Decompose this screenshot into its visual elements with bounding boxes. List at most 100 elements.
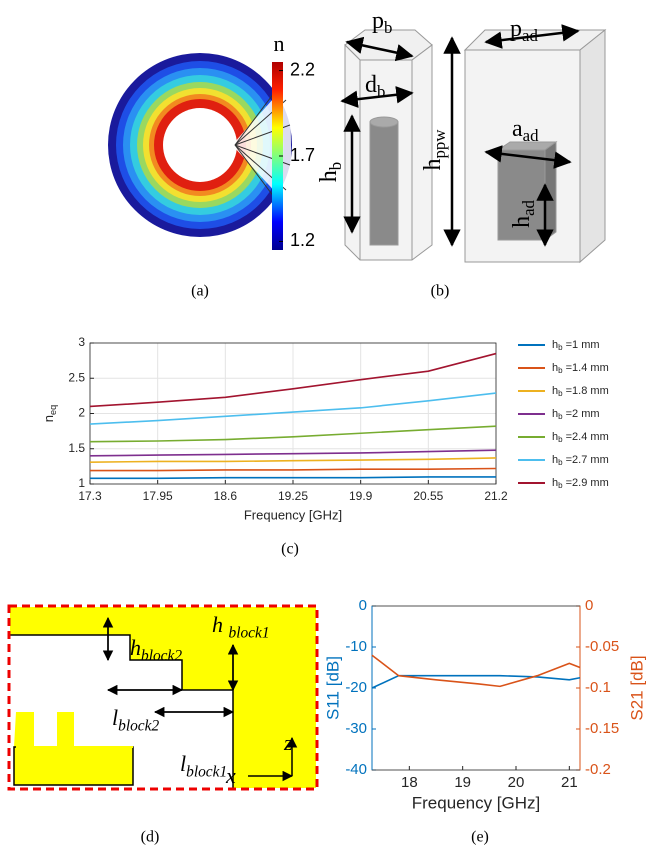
y-tick-label: 2.5 — [68, 370, 85, 384]
y-tick-label: -30 — [345, 720, 367, 737]
dimension-label-sub: ppw — [430, 129, 449, 159]
y-tick-label: 3 — [78, 335, 85, 349]
y-tick-label: 0 — [359, 597, 367, 614]
colorbar-tick-label: 1.2 — [290, 230, 315, 250]
series-line — [371, 654, 581, 688]
legend-label: hb =1.8 mm — [552, 385, 609, 398]
dimension-label: h block1 — [212, 612, 270, 641]
lens-ring — [108, 53, 292, 237]
dimension-label: had — [509, 199, 539, 227]
legend-label: hb =1 mm — [552, 339, 600, 352]
y2-axis-label: S21 [dB] — [627, 655, 646, 720]
dimension-label: lblock2 — [112, 705, 159, 734]
dimension-label-sub: ad — [522, 26, 538, 45]
y-tick-label: 1 — [78, 476, 85, 490]
colorbar-tick-label: 1.7 — [290, 145, 315, 165]
legend-label: hb =2.9 mm — [552, 477, 609, 490]
caption: (d) — [141, 829, 160, 846]
legend-label: hb =2.7 mm — [552, 454, 609, 467]
y-tick-label: -10 — [345, 638, 367, 655]
dimension-label: z — [283, 730, 293, 755]
legend-label: hb =1.4 mm — [552, 362, 609, 375]
dimension-label-sub: block2 — [141, 647, 182, 664]
series-line — [89, 425, 497, 443]
colorbar — [272, 62, 283, 250]
y-tick-label: -40 — [345, 761, 367, 778]
legend-label: hb =2.4 mm — [552, 431, 609, 444]
unit-cells — [344, 28, 607, 264]
dimension-label-main: z — [283, 730, 293, 755]
caption: (c) — [281, 541, 299, 558]
x-tick-label: 20.55 — [413, 489, 443, 503]
dimension-label-main: x — [225, 763, 236, 788]
x-tick-label: 19.25 — [278, 489, 308, 503]
y-axis-label-sub: eq — [48, 405, 58, 415]
x-tick-label: 19 — [454, 774, 471, 791]
dimension-label-sub: ad — [523, 126, 539, 145]
x-tick-label: 21.2 — [484, 489, 508, 503]
series-line — [89, 352, 497, 408]
x-tick-label: 18 — [401, 774, 418, 791]
dimension-label: hppw — [420, 129, 450, 171]
dimension-label-sub: block2 — [118, 717, 159, 734]
x-tick-label: 17.3 — [78, 489, 102, 503]
plot-frame — [89, 342, 497, 485]
y-tick-label: 2 — [78, 406, 85, 420]
dimension-label-main: d — [365, 72, 377, 98]
caption: (b) — [431, 283, 450, 300]
plot-frame — [371, 605, 581, 771]
colorbar-tick-label: 2.2 — [290, 59, 315, 79]
y2-tick-label: -0.15 — [585, 720, 619, 737]
y-axis-label-main: n — [41, 415, 56, 422]
y2-tick-label: -0.2 — [585, 761, 611, 778]
x-tick-label: 21 — [561, 774, 578, 791]
colorbar-label: n — [274, 31, 285, 56]
legend-label: hb =2 mm — [552, 408, 600, 421]
caption: (e) — [471, 829, 489, 846]
dimension-label-main: a — [512, 116, 523, 142]
y-tick-label: -20 — [345, 679, 367, 696]
dimension-label-main: h — [130, 635, 141, 660]
caption: (a) — [191, 283, 209, 300]
series-line — [89, 449, 497, 457]
dimension-label: aad — [512, 116, 539, 146]
series-line — [90, 476, 496, 480]
y2-tick-label: 0 — [585, 597, 593, 614]
dimension-arrows — [340, 24, 580, 247]
y2-tick-label: -0.05 — [585, 638, 619, 655]
dimension-label-main: h — [420, 158, 446, 170]
dimension-label: x — [225, 763, 236, 788]
dimension-label-main: h — [212, 612, 229, 637]
dimension-label-sub: b — [384, 18, 392, 37]
x-axis-label: Frequency [GHz] — [412, 793, 541, 812]
y-axis-label: S11 [dB] — [323, 656, 342, 720]
dimension-label-sub: b — [377, 82, 385, 101]
dimension-label-sub: block1 — [229, 624, 270, 641]
x-tick-label: 17.95 — [143, 489, 173, 503]
dimension-label-main: p — [510, 16, 522, 42]
x-tick-label: 18.6 — [214, 489, 238, 503]
dimension-label: db — [365, 72, 385, 102]
x-axis-label: Frequency [GHz] — [244, 507, 342, 522]
dimension-label-main: l — [112, 705, 118, 730]
dimension-label-main: l — [180, 751, 186, 776]
dimension-label: hb — [316, 162, 346, 182]
y-tick-label: 1.5 — [68, 441, 85, 455]
dimension-label-sub: block1 — [186, 763, 227, 780]
series-line — [371, 674, 581, 689]
series-line — [89, 457, 497, 463]
layout-diagram — [7, 604, 319, 791]
dimension-label: pb — [372, 8, 392, 38]
y-axis-label: neq — [41, 405, 58, 422]
x-tick-label: 19.9 — [349, 489, 373, 503]
series-line — [89, 392, 497, 425]
dimension-label: pad — [510, 16, 538, 46]
dimension-label: hblock2 — [130, 635, 182, 664]
series-line — [90, 467, 497, 472]
dimension-label-main: h — [509, 216, 535, 228]
x-tick-label: 20 — [508, 774, 525, 791]
y2-tick-label: -0.1 — [585, 679, 611, 696]
dimension-label-main: p — [372, 8, 384, 34]
dimension-label: lblock1 — [180, 751, 227, 780]
